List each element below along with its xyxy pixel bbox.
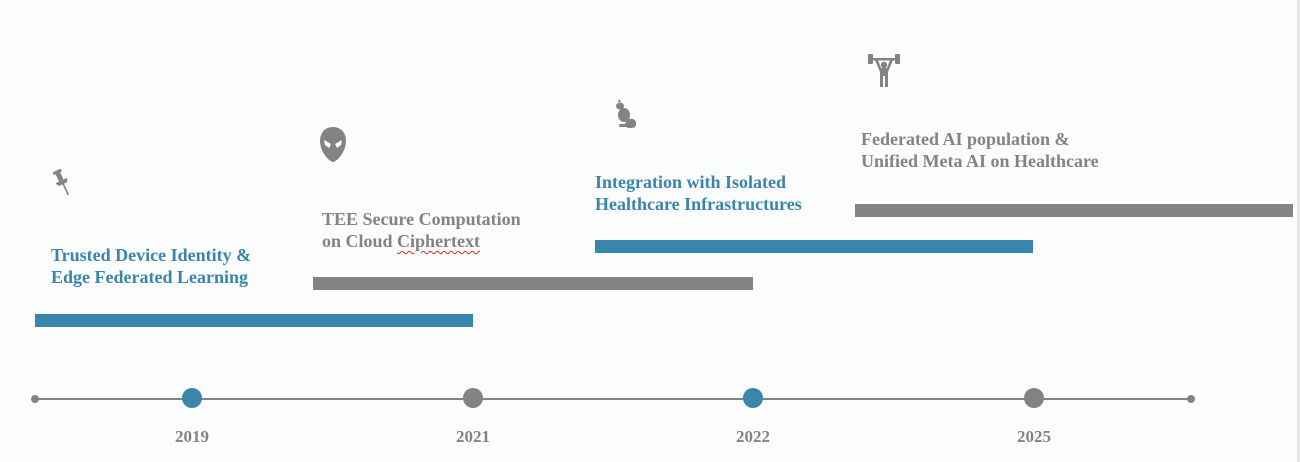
phase-title-2: TEE Secure Computation on Cloud Cipherte…: [322, 208, 521, 252]
phase-title-line: Federated AI population &: [861, 129, 1070, 149]
phase-title-line: Edge Federated Learning: [51, 267, 248, 287]
year-label: 2021: [456, 427, 490, 446]
phase-bar-2: [313, 277, 753, 290]
phase-title-3: Integration with Isolated Healthcare Inf…: [595, 171, 802, 215]
year-label: 2022: [736, 427, 770, 446]
phase-title-1: Trusted Device Identity & Edge Federated…: [51, 244, 251, 288]
alien-head-icon: [320, 127, 346, 162]
timeline-axis: [35, 398, 1192, 400]
phase-bar-1: [35, 314, 473, 327]
pushpin-icon: [52, 168, 70, 196]
phase-title-line: on Cloud: [322, 231, 398, 251]
phase-bar-3: [595, 240, 1033, 253]
window-edge: [1297, 0, 1300, 462]
year-label: 2025: [1017, 427, 1051, 446]
phase-title-line: Healthcare Infrastructures: [595, 194, 802, 214]
year-marker-2019: [182, 388, 202, 408]
timeline-start-cap: [31, 395, 39, 403]
year-marker-2022: [743, 388, 763, 408]
year-marker-2025: [1024, 388, 1044, 408]
year-label: 2019: [175, 427, 209, 446]
spellcheck-flagged-word[interactable]: Ciphertext: [397, 231, 481, 251]
phase-title-line: TEE Secure Computation: [322, 209, 521, 229]
phase-bar-4: [855, 204, 1293, 217]
phase-title-line: Unified Meta AI on Healthcare: [861, 151, 1099, 171]
squirrel-icon: [616, 99, 637, 129]
year-marker-2021: [463, 388, 483, 408]
timeline-end-cap: [1187, 395, 1195, 403]
phase-title-line: Trusted Device Identity &: [51, 245, 252, 265]
phase-title-4: Federated AI population & Unified Meta A…: [861, 128, 1099, 172]
weightlifter-icon: [868, 54, 900, 87]
phase-title-line: Integration with Isolated: [595, 172, 787, 192]
